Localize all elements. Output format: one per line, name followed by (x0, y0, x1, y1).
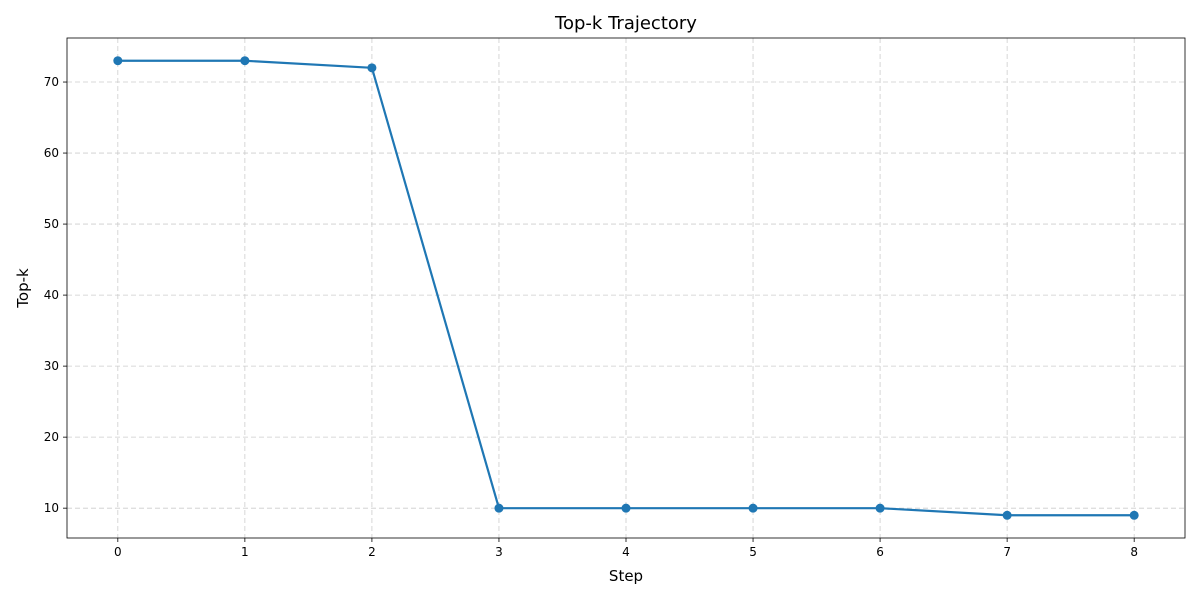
x-tick-label: 4 (622, 545, 630, 559)
chart-title: Top-k Trajectory (554, 13, 697, 34)
y-tick-label: 10 (44, 501, 59, 515)
x-tick-label: 3 (495, 545, 503, 559)
data-point (240, 56, 250, 66)
data-point (748, 503, 758, 513)
y-tick-label: 70 (44, 75, 59, 89)
data-point (367, 63, 377, 73)
x-axis-label: Step (609, 567, 643, 585)
plot-frame (66, 37, 1186, 539)
data-point (494, 503, 504, 513)
data-point (1129, 510, 1139, 520)
y-tick-label: 20 (44, 430, 59, 444)
data-point (1002, 510, 1012, 520)
y-tick-label: 30 (44, 359, 59, 373)
grid-layer (67, 38, 1185, 538)
y-tick-label: 40 (44, 288, 59, 302)
x-tick-label: 1 (241, 545, 249, 559)
x-tick-label: 2 (368, 545, 376, 559)
series-layer (113, 56, 1139, 520)
y-tick-label: 50 (44, 217, 59, 231)
data-point (621, 503, 631, 513)
y-tick-label: 60 (44, 146, 59, 160)
data-point (875, 503, 885, 513)
data-point (113, 56, 123, 66)
x-tick-label: 6 (876, 545, 884, 559)
tick-layer: 0 1 2 3 4 5 6 7 8 10 20 30 40 50 60 70 (44, 75, 1138, 559)
x-tick-label: 8 (1130, 545, 1138, 559)
x-tick-label: 5 (749, 545, 757, 559)
y-axis-label: Top-k (14, 268, 32, 309)
x-tick-label: 7 (1003, 545, 1011, 559)
x-tick-label: 0 (114, 545, 122, 559)
